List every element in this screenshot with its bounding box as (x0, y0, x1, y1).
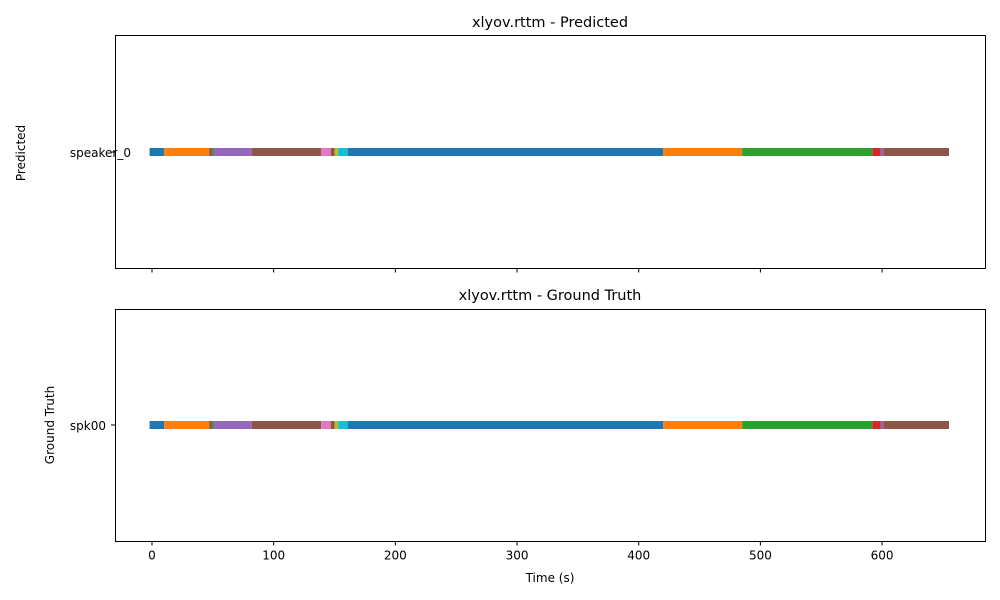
y-axis-label: Ground Truth (43, 386, 57, 464)
x-axis-label: Time (s) (525, 571, 575, 585)
x-tick-label: 200 (384, 549, 407, 563)
x-tick-label: 400 (627, 549, 650, 563)
speaker-tick-label: spk00 (70, 419, 106, 433)
x-tick-label: 0 (148, 549, 156, 563)
x-tick-label: 600 (871, 549, 894, 563)
subplot-predicted: xlyov.rttm - Predicted Predicted speaker… (14, 15, 986, 273)
subplot-ground-truth: xlyov.rttm - Ground Truth Ground Truth s… (43, 288, 986, 585)
subplot-title: xlyov.rttm - Predicted (472, 15, 628, 31)
x-ticks-group (151, 268, 883, 273)
y-axis-label: Predicted (14, 125, 28, 181)
x-tick-label: 300 (506, 549, 529, 563)
subplot-title: xlyov.rttm - Ground Truth (459, 288, 642, 304)
x-tick-label: 100 (262, 549, 285, 563)
x-tick-label: 500 (749, 549, 772, 563)
x-ticks-group: 0 100 200 300 400 500 600 (148, 541, 894, 563)
axes-frame (115, 35, 986, 269)
axes-frame (115, 309, 986, 542)
speaker-tick-label: speaker_0 (70, 146, 131, 160)
